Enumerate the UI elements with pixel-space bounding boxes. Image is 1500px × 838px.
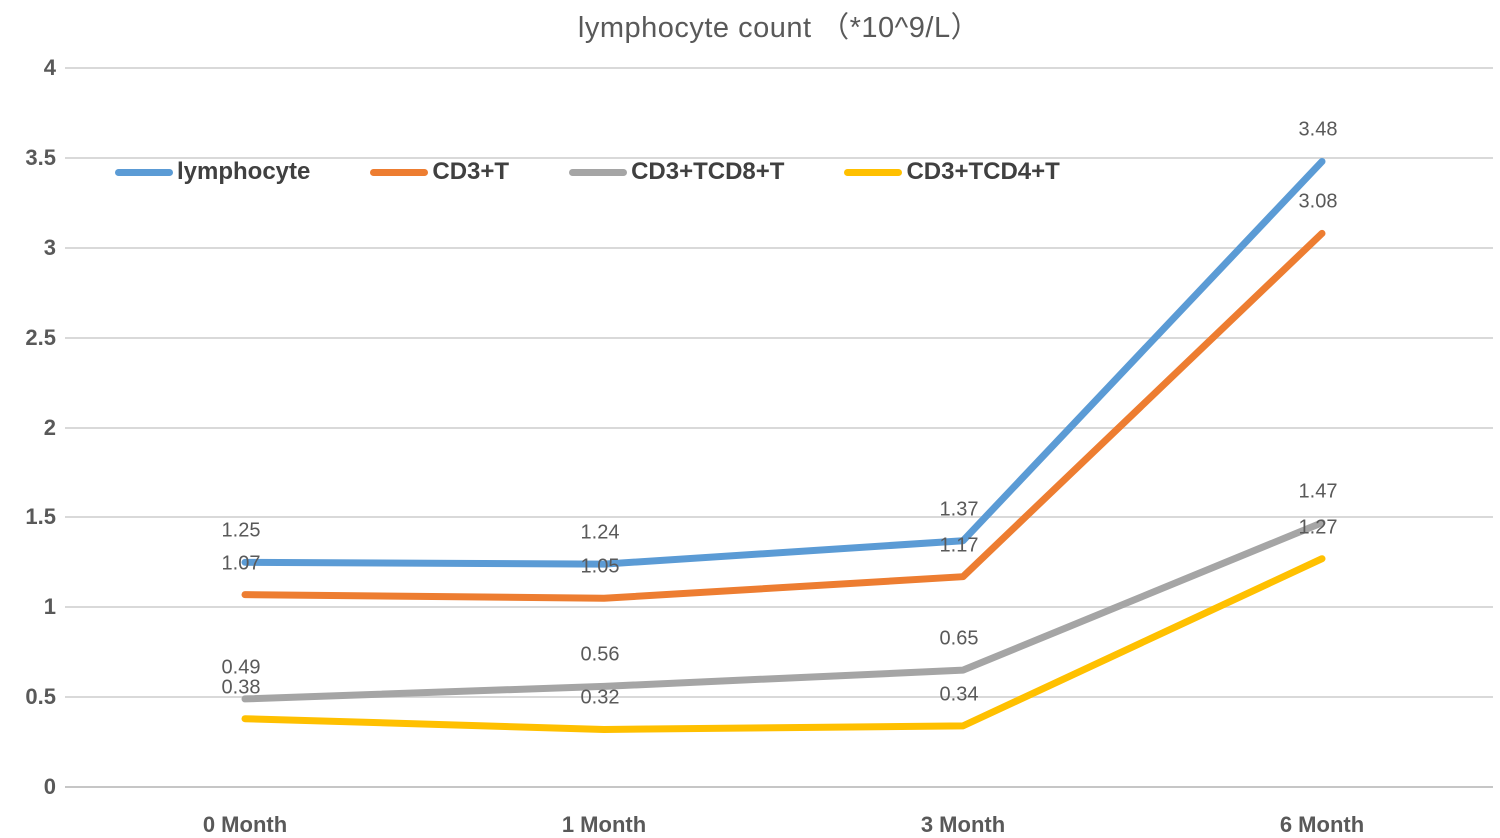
chart-title: lymphocyte count （*10^9/L） — [577, 12, 981, 44]
gridline-3 — [65, 246, 1493, 249]
y-tick-3: 3 — [43, 234, 56, 260]
data-label-cd3-t-3-month: 1.17 — [939, 534, 979, 557]
data-label-lymphocyte-1-month: 1.24 — [580, 521, 620, 544]
x-tick-3-month: 3 Month — [920, 812, 1006, 837]
data-label-cd3-tcd4-t-0-month: 0.38 — [221, 676, 261, 699]
legend-label-cd3-tcd8-t: CD3+TCD8+T — [631, 158, 785, 185]
y-tick-4: 4 — [43, 55, 56, 80]
chart-line-cd3-tcd4-t — [241, 555, 1326, 733]
gridline-4 — [65, 67, 1493, 69]
legend-item-cd3-tcd8-t: CD3+TCD8+T — [569, 158, 784, 186]
legend-item-lymphocyte: lymphocyte — [115, 158, 310, 186]
legend: lymphocyte CD3+T CD3+TCD8+T CD3+TCD4+T — [115, 158, 1060, 186]
gridline-2 — [65, 426, 1493, 429]
gridline-3.5 — [65, 156, 1493, 159]
legend-label-cd3-t: CD3+T — [432, 158, 510, 185]
chart-line-lymphocyte — [241, 157, 1326, 568]
legend-label-lymphocyte: lymphocyte — [177, 158, 311, 185]
chart-line-cd3-tcd8-t — [241, 519, 1326, 703]
legend-item-cd3-tcd4-t: CD3+TCD4+T — [844, 158, 1060, 186]
chart-line-cd3-t — [241, 229, 1326, 602]
legend-swatch-cd3-tcd4-t — [844, 168, 903, 176]
data-label-cd3-t-0-month: 1.07 — [221, 552, 261, 575]
data-label-lymphocyte-6-month: 3.48 — [1298, 118, 1338, 141]
data-label-lymphocyte-0-month: 1.25 — [221, 519, 261, 542]
data-label-cd3-tcd4-t-1-month: 0.32 — [580, 686, 620, 709]
gridline-1.5 — [65, 516, 1493, 519]
gridline-0.5 — [65, 696, 1493, 699]
data-label-cd3-tcd4-t-6-month: 1.27 — [1298, 516, 1338, 539]
legend-swatch-lymphocyte — [115, 168, 173, 176]
x-tick-1-month: 1 Month — [561, 812, 647, 837]
x-tick-0-month: 0 Month — [202, 812, 288, 837]
y-tick-3.5: 3.5 — [25, 144, 56, 170]
data-label-lymphocyte-3-month: 1.37 — [939, 498, 979, 521]
legend-swatch-cd3-tcd8-t — [569, 168, 628, 176]
data-label-cd3-t-1-month: 1.05 — [580, 555, 620, 578]
gridline-2.5 — [65, 336, 1493, 339]
data-label-cd3-tcd4-t-3-month: 0.34 — [939, 683, 979, 706]
y-tick-2: 2 — [43, 414, 56, 440]
legend-item-cd3-t: CD3+T — [370, 158, 509, 186]
legend-label-cd3-tcd4-t: CD3+TCD4+T — [906, 158, 1060, 185]
data-label-cd3-tcd8-t-0-month: 0.49 — [221, 656, 261, 679]
y-tick-0.5: 0.5 — [25, 684, 56, 710]
legend-swatch-cd3-t — [370, 168, 429, 176]
gridline-1 — [65, 606, 1493, 609]
y-tick-1.5: 1.5 — [25, 504, 56, 530]
y-tick-2.5: 2.5 — [25, 324, 56, 350]
gridline-0 — [65, 786, 1493, 788]
x-tick-6-month: 6 Month — [1279, 812, 1365, 837]
y-tick-1: 1 — [43, 594, 56, 620]
data-label-cd3-tcd8-t-3-month: 0.65 — [939, 627, 979, 650]
data-label-cd3-tcd8-t-1-month: 0.56 — [580, 643, 620, 666]
data-label-cd3-t-6-month: 3.08 — [1298, 190, 1338, 213]
y-tick-0: 0 — [43, 774, 56, 799]
data-label-cd3-tcd8-t-6-month: 1.47 — [1298, 480, 1338, 503]
